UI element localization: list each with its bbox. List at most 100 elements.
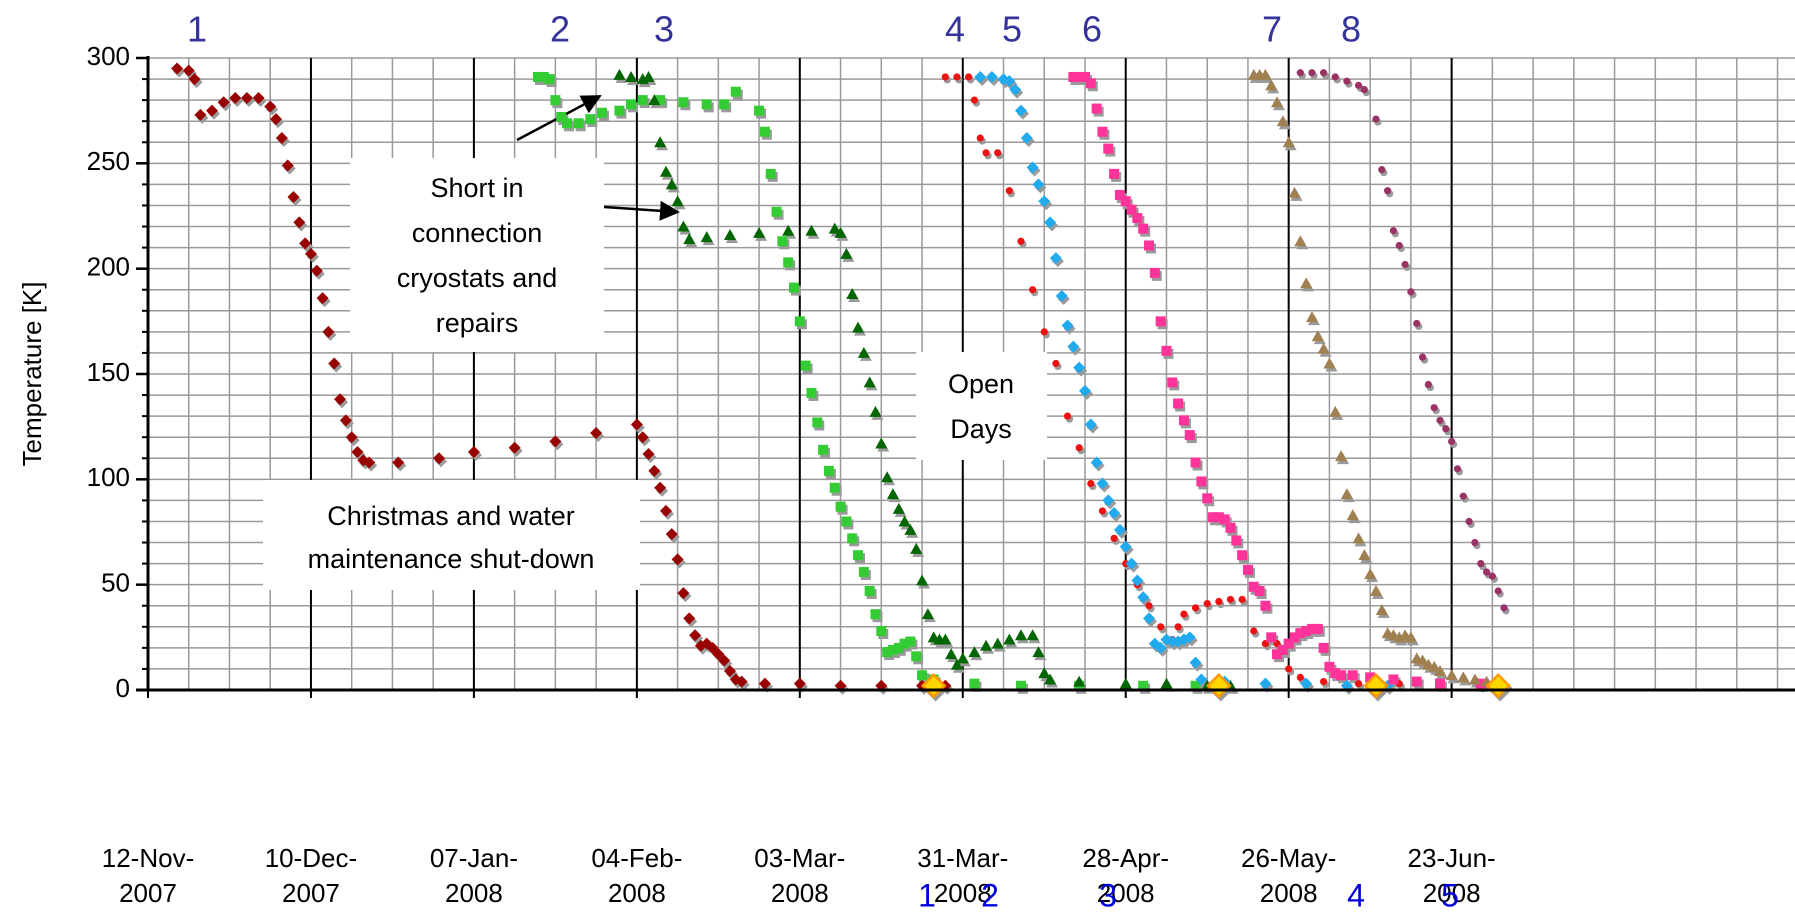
marker	[1319, 677, 1328, 686]
marker	[1183, 631, 1196, 644]
marker	[659, 165, 672, 177]
marker	[1436, 416, 1444, 424]
marker	[881, 471, 894, 483]
marker	[1103, 143, 1114, 154]
marker	[1195, 673, 1208, 686]
marker	[1102, 494, 1115, 507]
top-numbers: 1 2 3 4 5 6 7 8	[187, 9, 1361, 50]
x-tick-label: 26-May-	[1241, 843, 1336, 873]
marker	[287, 191, 300, 204]
marker	[1191, 604, 1200, 612]
marker	[765, 168, 776, 179]
marker	[671, 553, 684, 566]
marker	[950, 658, 963, 670]
marker	[1091, 103, 1102, 114]
marker	[1238, 595, 1246, 604]
annotation: 4	[945, 9, 965, 50]
arrow	[603, 200, 680, 221]
marker	[1126, 204, 1137, 215]
marker	[1067, 340, 1080, 353]
marker	[636, 431, 649, 444]
note-text: Short in	[430, 173, 523, 203]
marker	[654, 481, 667, 494]
marker	[1005, 187, 1013, 195]
marker	[316, 292, 329, 305]
marker	[1272, 649, 1283, 660]
marker	[1074, 71, 1085, 82]
marker	[1378, 166, 1386, 174]
marker	[1354, 81, 1363, 89]
y-tick-label: 300	[87, 41, 130, 71]
marker	[1340, 488, 1353, 500]
marker	[642, 70, 655, 82]
marker	[1346, 509, 1359, 521]
marker	[1090, 456, 1103, 469]
marker	[1494, 587, 1502, 595]
x-tick-label: 2008	[445, 878, 503, 908]
marker	[1411, 676, 1422, 687]
marker	[328, 357, 341, 370]
marker	[921, 608, 934, 620]
marker	[665, 528, 678, 541]
marker	[1416, 654, 1429, 666]
marker	[1040, 328, 1048, 336]
x-tick-label: 2008	[934, 878, 992, 908]
annotation: 4	[1347, 877, 1365, 913]
note-text: Christmas and water	[327, 501, 575, 531]
marker	[1360, 86, 1368, 94]
marker	[1132, 213, 1143, 224]
marker	[613, 68, 626, 80]
marker	[1178, 415, 1189, 426]
note-text: Open	[948, 369, 1014, 399]
marker	[1161, 345, 1172, 356]
marker	[858, 567, 869, 578]
marker	[665, 178, 678, 190]
marker	[1154, 641, 1167, 654]
marker	[793, 677, 806, 690]
marker	[1173, 398, 1184, 409]
marker	[852, 321, 865, 333]
marker	[689, 629, 702, 642]
marker	[910, 542, 923, 554]
note-text: cryostats and	[397, 263, 558, 293]
marker	[882, 647, 893, 658]
marker	[980, 639, 993, 651]
marker	[1078, 384, 1091, 397]
y-tick-label: 50	[101, 568, 130, 598]
marker	[299, 237, 312, 250]
marker	[392, 456, 405, 469]
marker	[806, 387, 817, 398]
marker	[1044, 673, 1057, 685]
marker	[549, 435, 562, 448]
marker	[893, 642, 904, 653]
marker	[1318, 642, 1329, 653]
marker	[1143, 612, 1156, 625]
marker	[1288, 186, 1301, 198]
marker	[1485, 673, 1511, 699]
marker	[1237, 550, 1248, 561]
marker	[857, 346, 870, 358]
marker	[985, 70, 998, 83]
marker	[1225, 522, 1236, 533]
marker	[1208, 512, 1219, 523]
marker	[777, 236, 788, 247]
marker	[1323, 357, 1336, 369]
marker	[887, 644, 898, 655]
marker	[1226, 595, 1235, 604]
marker	[1038, 667, 1051, 679]
marker	[1319, 69, 1328, 77]
marker	[1189, 656, 1202, 669]
marker	[1433, 665, 1446, 677]
marker	[1311, 330, 1324, 342]
marker	[953, 73, 961, 81]
marker	[1203, 600, 1211, 608]
marker	[870, 609, 881, 620]
marker	[1395, 241, 1403, 250]
marker	[293, 216, 306, 229]
marker	[585, 114, 596, 125]
marker	[1020, 132, 1033, 145]
marker	[334, 393, 347, 406]
marker	[1138, 223, 1149, 234]
marker	[1445, 669, 1458, 681]
marker	[1110, 534, 1118, 542]
